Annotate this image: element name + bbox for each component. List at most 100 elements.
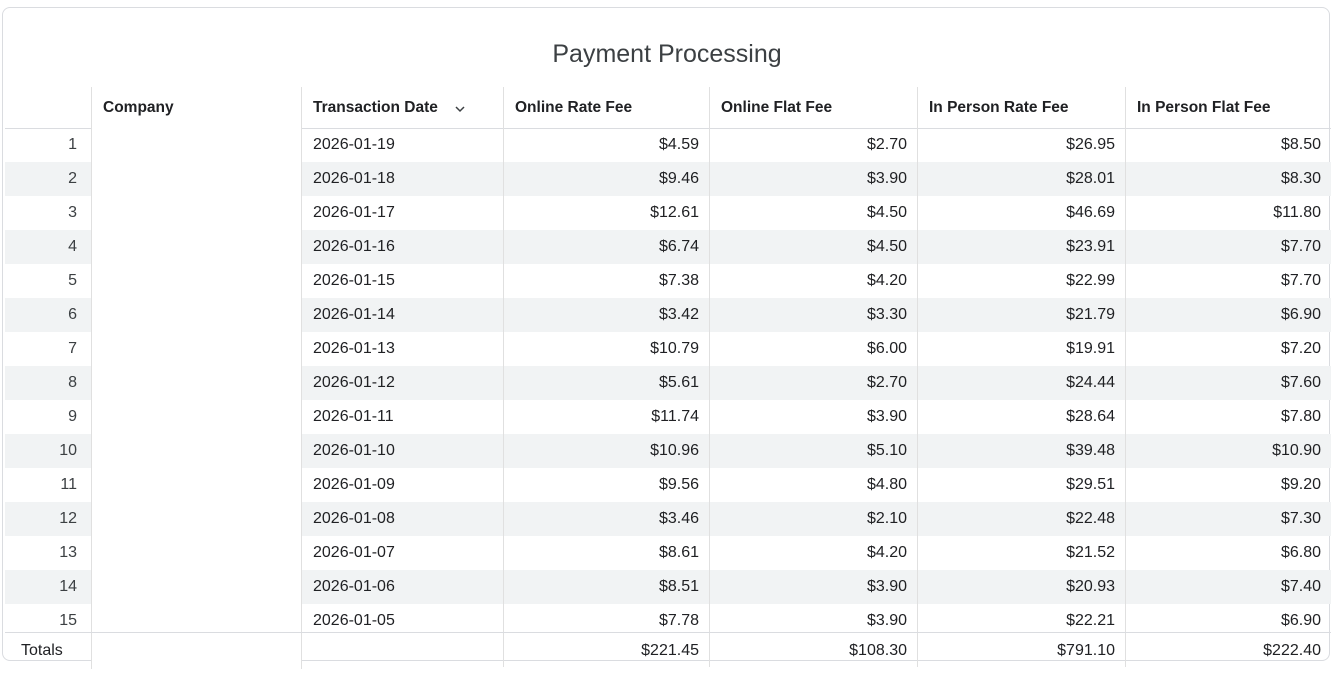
cell-in-person-rate-fee: $39.48 xyxy=(1066,442,1115,459)
cell-online-rate-fee: $4.59 xyxy=(658,136,699,153)
row-number: 10 xyxy=(59,442,77,459)
column-divider xyxy=(91,87,92,669)
cell-in-person-flat-fee: $7.20 xyxy=(1280,340,1321,357)
cell-in-person-flat-fee: $9.20 xyxy=(1280,476,1321,493)
cell-in-person-rate-fee: $29.51 xyxy=(1066,476,1115,493)
cell-in-person-rate-fee: $26.95 xyxy=(1066,136,1115,153)
cell-transaction-date: 2026-01-13 xyxy=(313,340,395,357)
cell-online-rate-fee: $9.56 xyxy=(658,476,699,493)
cell-transaction-date: 2026-01-15 xyxy=(313,272,395,289)
cell-transaction-date: 2026-01-17 xyxy=(313,204,395,221)
cell-online-flat-fee: $3.90 xyxy=(866,612,907,629)
cell-in-person-flat-fee: $7.60 xyxy=(1280,374,1321,391)
table-row[interactable]: 15 2026-01-05 $7.78 $3.90 $22.21 $6.90 xyxy=(5,604,1331,638)
cell-online-flat-fee: $3.30 xyxy=(866,306,907,323)
cell-online-flat-fee: $4.80 xyxy=(866,476,907,493)
column-header-company[interactable]: Company xyxy=(103,98,174,116)
cell-in-person-rate-fee: $28.01 xyxy=(1066,170,1115,187)
cell-in-person-flat-fee: $7.40 xyxy=(1280,578,1321,595)
cell-online-flat-fee: $4.50 xyxy=(866,238,907,255)
cell-online-flat-fee: $4.20 xyxy=(866,544,907,561)
cell-in-person-rate-fee: $20.93 xyxy=(1066,578,1115,595)
cell-online-flat-fee: $4.50 xyxy=(866,204,907,221)
payment-processing-table-card: Payment Processing Company Transaction D… xyxy=(2,7,1331,669)
cell-online-flat-fee: $4.20 xyxy=(866,272,907,289)
company-column-body xyxy=(91,128,301,668)
row-number: 14 xyxy=(59,578,77,595)
row-number: 5 xyxy=(68,272,77,289)
cell-in-person-flat-fee: $7.70 xyxy=(1280,272,1321,289)
cell-online-rate-fee: $8.61 xyxy=(658,544,699,561)
table-row[interactable]: 5 2026-01-15 $7.38 $4.20 $22.99 $7.70 xyxy=(5,264,1331,298)
table-row[interactable]: 1 2026-01-19 $4.59 $2.70 $26.95 $8.50 xyxy=(5,128,1331,162)
cell-in-person-flat-fee: $6.90 xyxy=(1280,306,1321,323)
cell-in-person-flat-fee: $7.80 xyxy=(1280,408,1321,425)
cell-transaction-date: 2026-01-06 xyxy=(313,578,395,595)
cell-in-person-rate-fee: $21.79 xyxy=(1066,306,1115,323)
row-number: 12 xyxy=(59,510,77,527)
cell-online-rate-fee: $10.79 xyxy=(650,340,699,357)
cell-in-person-flat-fee: $11.80 xyxy=(1273,204,1321,221)
cell-online-flat-fee: $3.90 xyxy=(866,578,907,595)
cell-in-person-rate-fee: $22.21 xyxy=(1066,612,1115,629)
column-header-online-flat-fee[interactable]: Online Flat Fee xyxy=(721,98,833,116)
cell-online-rate-fee: $12.61 xyxy=(650,204,699,221)
cell-transaction-date: 2026-01-11 xyxy=(313,408,394,425)
cell-online-rate-fee: $5.61 xyxy=(658,374,699,391)
cell-transaction-date: 2026-01-19 xyxy=(313,136,395,153)
column-header-in-person-flat-fee[interactable]: In Person Flat Fee xyxy=(1137,98,1271,116)
column-divider xyxy=(917,87,918,667)
table-row[interactable]: 11 2026-01-09 $9.56 $4.80 $29.51 $9.20 xyxy=(5,468,1331,502)
row-number: 2 xyxy=(68,170,77,187)
cell-online-rate-fee: $8.51 xyxy=(658,578,699,595)
cell-online-flat-fee: $3.90 xyxy=(866,408,907,425)
row-number: 1 xyxy=(68,136,77,153)
row-number: 8 xyxy=(68,374,77,391)
cell-in-person-flat-fee: $6.80 xyxy=(1280,544,1321,561)
row-number: 6 xyxy=(68,306,77,323)
cell-transaction-date: 2026-01-10 xyxy=(313,442,395,459)
table-row[interactable]: 9 2026-01-11 $11.74 $3.90 $28.64 $7.80 xyxy=(5,400,1331,434)
table-title: Payment Processing xyxy=(552,40,782,68)
cell-transaction-date: 2026-01-12 xyxy=(313,374,395,391)
total-in-person-flat-fee: $222.40 xyxy=(1263,642,1321,659)
cell-transaction-date: 2026-01-08 xyxy=(313,510,395,527)
cell-in-person-flat-fee: $6.90 xyxy=(1280,612,1321,629)
cell-in-person-flat-fee: $7.70 xyxy=(1280,238,1321,255)
cell-transaction-date: 2026-01-05 xyxy=(313,612,395,629)
column-header-transaction-date[interactable]: Transaction Date xyxy=(301,87,503,128)
total-in-person-rate-fee: $791.10 xyxy=(1057,642,1115,659)
cell-transaction-date: 2026-01-16 xyxy=(313,238,395,255)
cell-in-person-rate-fee: $22.48 xyxy=(1066,510,1115,527)
table-row[interactable]: 7 2026-01-13 $10.79 $6.00 $19.91 $7.20 xyxy=(5,332,1331,366)
totals-row: Totals $221.45 $108.30 $791.10 $222.40 xyxy=(5,632,1331,669)
table-row[interactable]: 3 2026-01-17 $12.61 $4.50 $46.69 $11.80 xyxy=(5,196,1331,230)
column-header-online-rate-fee[interactable]: Online Rate Fee xyxy=(515,98,633,116)
cell-online-flat-fee: $6.00 xyxy=(866,340,907,357)
row-number: 3 xyxy=(68,204,77,221)
cell-online-rate-fee: $3.42 xyxy=(658,306,699,323)
table-row[interactable]: 13 2026-01-07 $8.61 $4.20 $21.52 $6.80 xyxy=(5,536,1331,570)
cell-in-person-flat-fee: $7.30 xyxy=(1280,510,1321,527)
column-header-transaction-date-label: Transaction Date xyxy=(313,98,438,116)
cell-online-rate-fee: $9.46 xyxy=(658,170,699,187)
column-divider xyxy=(503,87,504,667)
total-online-rate-fee: $221.45 xyxy=(641,642,699,659)
cell-in-person-flat-fee: $8.30 xyxy=(1280,170,1321,187)
cell-in-person-rate-fee: $19.91 xyxy=(1066,340,1115,357)
column-header-in-person-rate-fee[interactable]: In Person Rate Fee xyxy=(929,98,1069,116)
row-number: 7 xyxy=(68,340,77,357)
cell-online-rate-fee: $7.38 xyxy=(658,272,699,289)
table-header-row: Company Transaction Date Online Rate Fee… xyxy=(5,87,1331,129)
cell-in-person-rate-fee: $24.44 xyxy=(1066,374,1115,391)
column-divider xyxy=(301,87,302,669)
cell-in-person-flat-fee: $10.90 xyxy=(1272,442,1321,459)
cell-online-flat-fee: $2.70 xyxy=(866,136,907,153)
cell-in-person-rate-fee: $46.69 xyxy=(1066,204,1115,221)
row-number: 15 xyxy=(59,612,77,629)
cell-in-person-rate-fee: $21.52 xyxy=(1066,544,1115,561)
cell-online-rate-fee: $3.46 xyxy=(658,510,699,527)
totals-label: Totals xyxy=(21,642,63,659)
chevron-down-icon[interactable] xyxy=(454,102,466,114)
cell-online-rate-fee: $7.78 xyxy=(658,612,699,629)
